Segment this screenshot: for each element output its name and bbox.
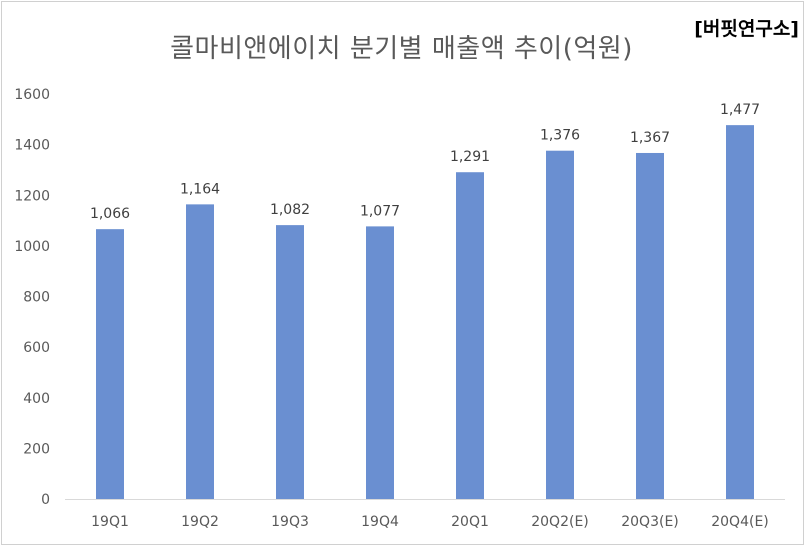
y-tick-label: 200 <box>23 441 50 457</box>
data-label: 1,291 <box>450 149 490 165</box>
chart-title: 콜마비앤에이치 분기별 매출액 추이(억원) <box>170 34 633 64</box>
data-label: 1,077 <box>360 203 400 219</box>
y-tick-label: 1200 <box>14 188 50 204</box>
data-label: 1,164 <box>180 181 220 197</box>
y-tick-label: 0 <box>41 492 50 508</box>
y-tick-label: 600 <box>23 340 50 356</box>
bar <box>636 152 664 499</box>
bar <box>186 204 214 500</box>
bar <box>456 172 484 499</box>
y-tick-label: 400 <box>23 391 50 407</box>
x-tick-label: 20Q1 <box>451 514 489 530</box>
x-tick-label: 20Q4(E) <box>711 514 769 530</box>
x-tick-label: 19Q3 <box>271 514 309 530</box>
y-tick-label: 1400 <box>14 138 50 154</box>
data-label: 1,477 <box>720 102 760 118</box>
data-label: 1,082 <box>270 202 310 218</box>
y-tick-label: 1000 <box>14 239 50 255</box>
x-tick-label: 20Q2(E) <box>531 514 589 530</box>
bar <box>546 150 574 499</box>
bar <box>366 226 394 499</box>
watermark-label: [버핏연구소] <box>694 18 799 40</box>
bar <box>96 229 124 499</box>
y-tick-label: 800 <box>23 290 50 306</box>
data-label: 1,066 <box>90 206 130 222</box>
x-tick-label: 19Q2 <box>181 514 219 530</box>
x-tick-label: 19Q4 <box>361 514 399 530</box>
data-label: 1,376 <box>540 128 580 144</box>
data-label: 1,367 <box>630 130 670 146</box>
bar <box>276 225 304 499</box>
y-tick-label: 1600 <box>14 87 50 103</box>
x-tick-label: 20Q3(E) <box>621 514 679 530</box>
x-tick-label: 19Q1 <box>91 514 129 530</box>
bar <box>726 125 754 500</box>
